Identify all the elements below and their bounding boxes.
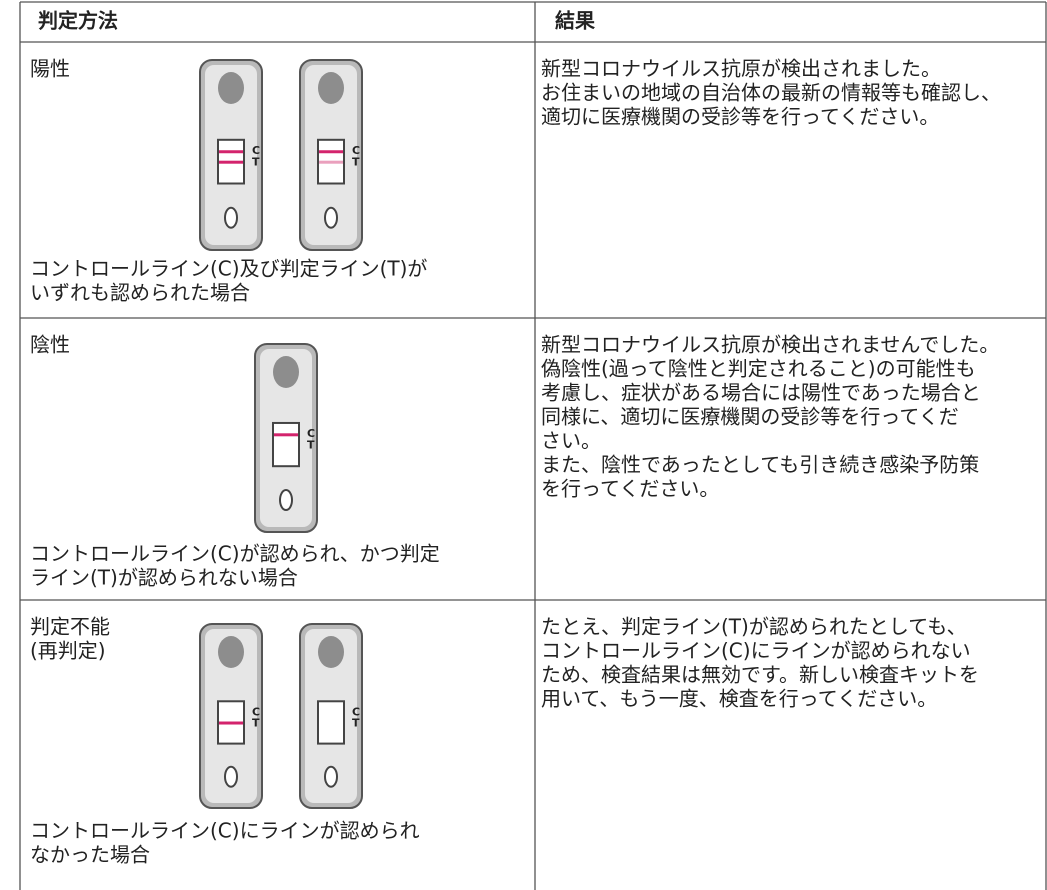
c-label: C — [252, 144, 260, 157]
condition-text: ライン(T)が認められない場合 — [30, 566, 298, 590]
condition-text: コントロールライン(C)及び判定ライン(T)が — [30, 257, 427, 281]
result-text: コントロールライン(C)にラインが認められない — [541, 639, 971, 663]
result-text: ため、検査結果は無効です。新しい検査キットを — [541, 663, 979, 687]
t-label: T — [352, 716, 360, 729]
result-text: たとえ、判定ライン(T)が認められたとしても、 — [541, 615, 967, 639]
result-text: 偽陰性(過って陰性と判定されること)の可能性も — [541, 357, 976, 381]
hole — [279, 489, 293, 512]
test-line — [219, 160, 243, 164]
condition-text: いずれも認められた場合 — [30, 281, 250, 305]
result-text: さい。 — [541, 429, 601, 453]
hole — [224, 206, 238, 229]
result-text: 新型コロナウイルス抗原が検出されました。 — [541, 57, 941, 81]
sample-well — [318, 636, 344, 668]
result-text: お住まいの地域の自治体の最新の情報等も確認し、 — [541, 81, 1001, 105]
c-label: C — [352, 144, 360, 157]
header-cell: 結果 — [555, 9, 595, 33]
c-label: C — [307, 427, 315, 440]
result-text: を行ってください。 — [541, 477, 719, 501]
t-label: T — [252, 716, 260, 729]
result-text: また、陰性であったとしても引き続き感染予防策 — [541, 453, 979, 477]
sample-well — [218, 72, 244, 104]
result-text: 同様に、適切に医療機関の受診等を行ってくだ — [541, 405, 959, 429]
c-label: C — [252, 705, 260, 718]
row-label: (再判定) — [30, 639, 106, 663]
t-label: T — [352, 156, 360, 169]
sample-well — [273, 356, 299, 388]
result-window — [317, 700, 345, 745]
condition-text: なかった場合 — [30, 843, 150, 867]
result-text: 考慮し、症状がある場合には陽性であった場合と — [541, 381, 981, 405]
t-label: T — [252, 156, 260, 169]
hole — [324, 765, 338, 788]
test-line — [319, 160, 343, 164]
result-text: 新型コロナウイルス抗原が検出されませんでした。 — [541, 333, 999, 357]
control-line — [319, 150, 343, 154]
c-label: C — [352, 705, 360, 718]
sample-well — [318, 72, 344, 104]
result-window — [272, 421, 300, 468]
condition-text: コントロールライン(C)にラインが認められ — [30, 819, 420, 843]
control-line — [274, 433, 298, 437]
row-label: 陽性 — [30, 57, 70, 81]
sample-well — [218, 636, 244, 668]
header-cell: 判定方法 — [38, 9, 118, 33]
condition-text: コントロールライン(C)が認められ、かつ判定 — [30, 542, 440, 566]
hole — [324, 206, 338, 229]
row-label: 陰性 — [30, 333, 70, 357]
test-line — [219, 721, 243, 725]
result-text: 用いて、もう一度、検査を行ってください。 — [541, 687, 937, 711]
control-line — [219, 150, 243, 154]
result-text: 適切に医療機関の受診等を行ってください。 — [541, 105, 939, 129]
row-label: 判定不能 — [30, 615, 110, 639]
t-label: T — [307, 439, 315, 452]
hole — [224, 765, 238, 788]
